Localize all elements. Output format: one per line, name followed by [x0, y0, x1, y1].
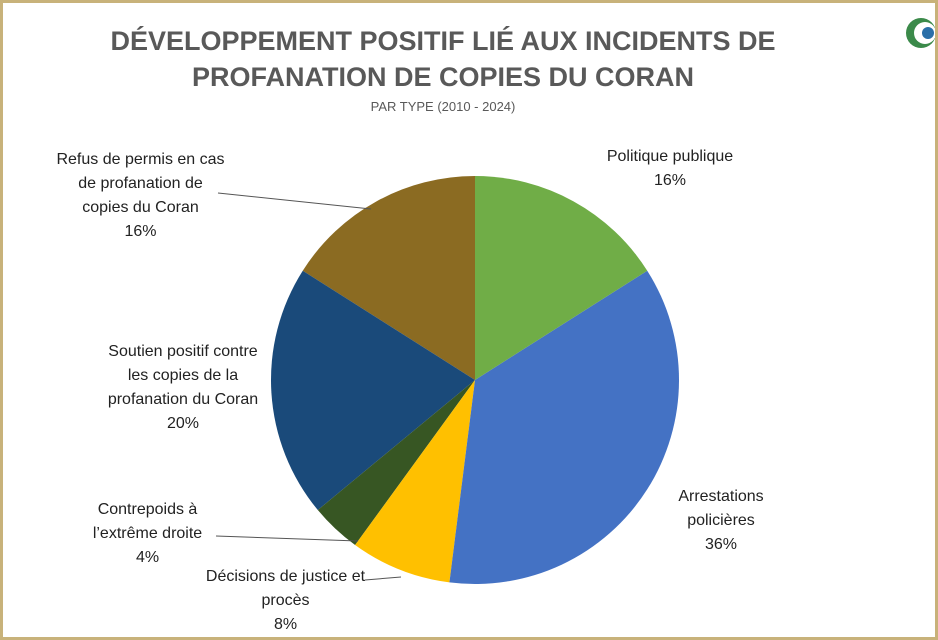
slice-label: Décisions de justice et procès 8% — [198, 565, 373, 637]
category-label: Arrestations policières — [678, 488, 764, 529]
leader-line — [217, 192, 372, 210]
category-label: Soutien positif contre les copies de la … — [107, 343, 259, 408]
pie-slice — [302, 176, 475, 380]
logo-globe — [922, 27, 934, 39]
chart-subtitle: PAR TYPE (2010 - 2024) — [370, 99, 516, 114]
pie-slice — [270, 270, 475, 511]
slice-label: Politique publique 16% — [595, 145, 745, 193]
pie-slice — [355, 380, 475, 583]
value-label: 8% — [273, 616, 298, 633]
category-label: Politique publique — [606, 148, 734, 165]
value-label: 16% — [653, 172, 687, 189]
pie-slice — [317, 380, 475, 546]
slice-label: Contrepoids à l’extrême droite 4% — [75, 498, 220, 570]
pie-slice — [475, 176, 648, 380]
leader-lines — [215, 192, 402, 581]
category-label: Refus de permis en cas de profanation de… — [56, 151, 225, 216]
leader-line — [215, 535, 359, 542]
value-label: 16% — [124, 223, 157, 240]
value-label: 20% — [166, 415, 200, 432]
pie-canvas — [215, 18, 935, 584]
chart-title: DÉVELOPPEMENT POSITIF LIÉ AUX INCIDENTS … — [110, 26, 776, 92]
logo — [906, 18, 935, 48]
leader-line — [364, 576, 402, 581]
value-label: 4% — [135, 549, 160, 566]
slice-label: Refus de permis en cas de profanation de… — [53, 148, 228, 244]
value-label: 36% — [704, 536, 738, 553]
category-label: Contrepoids à l’extrême droite — [92, 501, 203, 542]
category-label: Décisions de justice et procès — [205, 568, 366, 609]
pie-slice — [449, 270, 680, 584]
slice-label: Arrestations policières 36% — [661, 485, 781, 557]
slice-label: Soutien positif contre les copies de la … — [103, 340, 263, 436]
